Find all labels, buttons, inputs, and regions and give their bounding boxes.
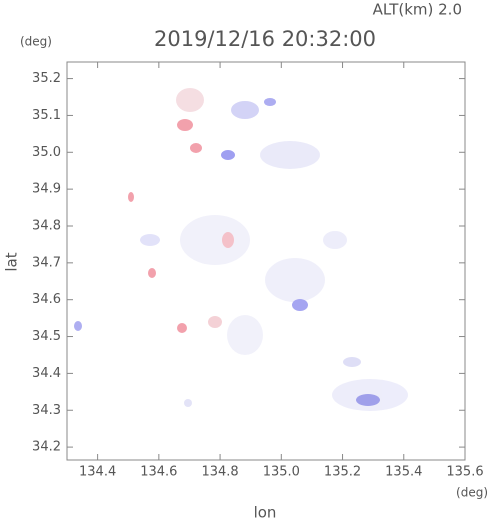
echo-blob: [222, 232, 234, 248]
echo-blob: [190, 143, 202, 153]
y-tick-label: 34.6: [32, 292, 61, 307]
echo-blob: [323, 231, 347, 249]
chart-title: 2019/12/16 20:32:00: [154, 27, 376, 51]
echo-blob: [140, 234, 160, 246]
y-axis-label: lat: [3, 252, 21, 271]
echo-blob: [128, 192, 134, 202]
echo-blob: [265, 258, 325, 302]
echo-blob: [148, 268, 156, 278]
x-unit: (deg): [456, 486, 488, 500]
y-unit: (deg): [20, 35, 52, 49]
y-tick-label: 35.1: [32, 108, 61, 123]
x-tick-label: 135.4: [385, 465, 422, 480]
y-tick-label: 34.8: [32, 218, 61, 233]
y-tick-label: 34.2: [32, 440, 61, 455]
x-axis-label: lon: [254, 504, 277, 521]
echo-blob: [221, 150, 235, 160]
y-tick-label: 35.0: [32, 145, 61, 160]
echo-blob: [231, 101, 259, 119]
echo-blob: [343, 357, 361, 367]
y-tick-label: 35.2: [32, 71, 61, 86]
echo-blob: [227, 315, 263, 355]
echo-blob: [177, 119, 193, 131]
altitude-label: ALT(km) 2.0: [373, 1, 462, 19]
echo-blob: [177, 323, 187, 333]
echo-blob: [356, 394, 380, 406]
echo-blob: [74, 321, 82, 331]
echo-blob: [184, 399, 192, 407]
echo-blob: [176, 88, 204, 112]
y-tick-label: 34.7: [32, 255, 61, 270]
y-tick-label: 34.9: [32, 182, 61, 197]
x-tick-label: 134.4: [79, 465, 116, 480]
y-tick-label: 34.5: [32, 329, 61, 344]
x-tick-label: 134.8: [201, 465, 238, 480]
echo-blob: [180, 215, 250, 265]
y-tick-label: 34.3: [32, 403, 61, 418]
x-tick-label: 135.6: [446, 465, 483, 480]
echo-blob: [292, 299, 308, 311]
echo-blob: [260, 141, 320, 169]
x-tick-label: 135.2: [324, 465, 361, 480]
echo-blob: [264, 98, 276, 106]
echoes: [74, 88, 408, 411]
plot-frame: [66, 61, 466, 461]
y-tick-label: 34.4: [32, 366, 61, 381]
x-tick-label: 135.0: [263, 465, 300, 480]
x-tick-label: 134.6: [140, 465, 177, 480]
echo-blob: [208, 316, 222, 328]
